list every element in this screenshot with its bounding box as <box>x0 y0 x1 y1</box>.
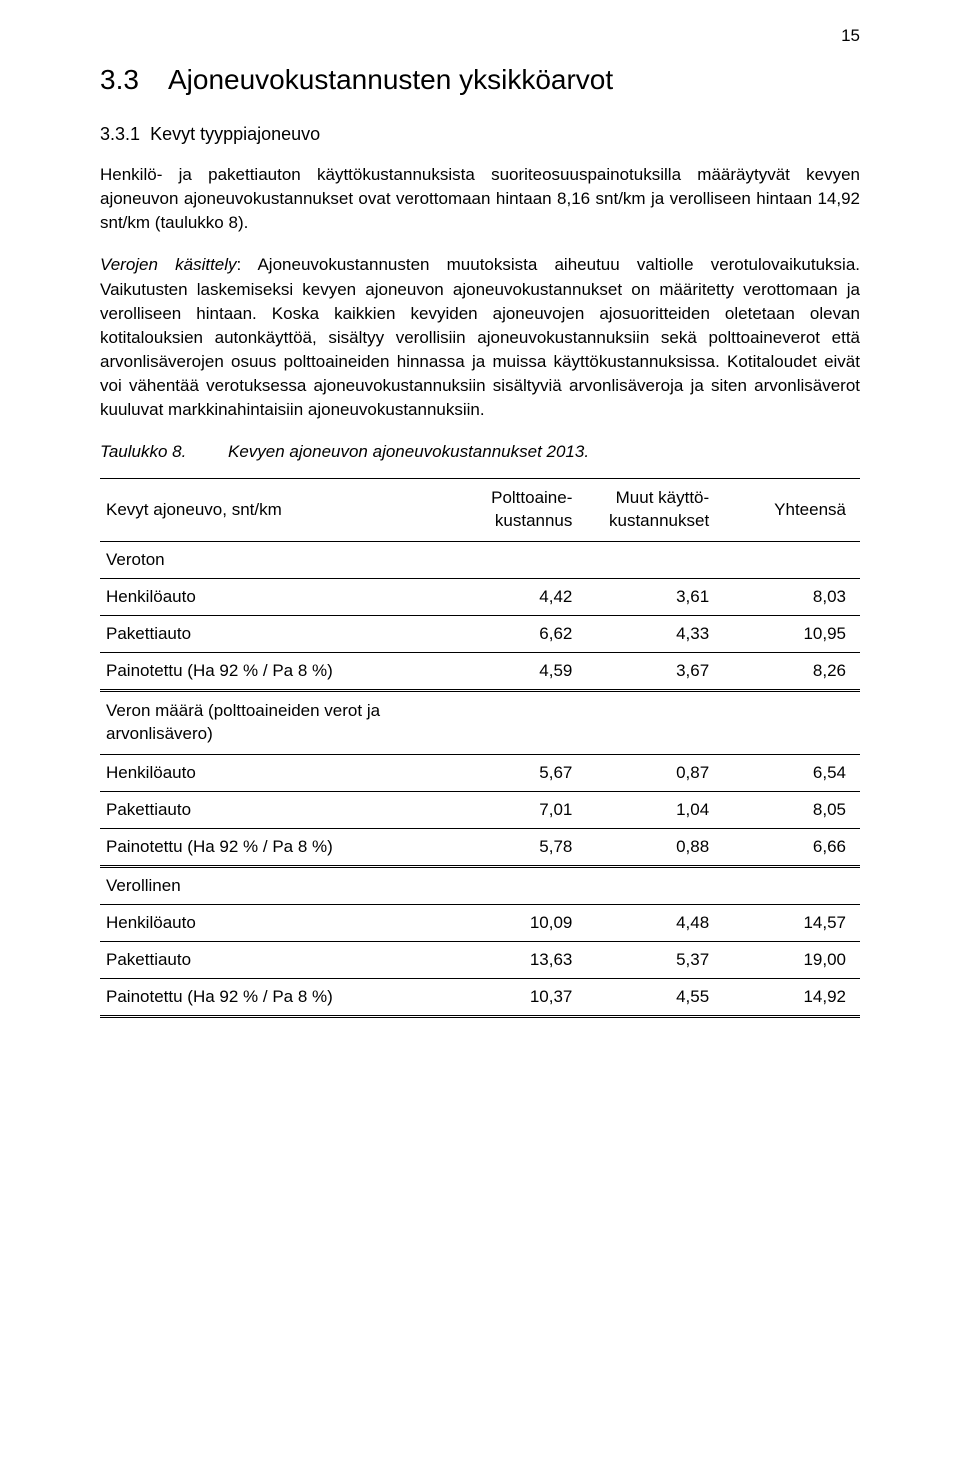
row-label: Painotettu (Ha 92 % / Pa 8 %) <box>100 829 450 867</box>
section-label-line: Veron määrä (polttoaineiden verot ja <box>106 701 380 720</box>
cell-value: 5,78 <box>450 829 587 867</box>
table-section-label: Veron määrä (polttoaineiden verot ja arv… <box>100 691 860 755</box>
section-title: Ajoneuvokustannusten yksikköarvot <box>168 64 613 95</box>
col-header-other: Muut käyttö- kustannukset <box>586 479 723 542</box>
cell-value: 0,87 <box>586 755 723 792</box>
cell-value: 8,26 <box>723 653 860 691</box>
cell-value: 6,66 <box>723 829 860 867</box>
col-header-line: Muut käyttö- <box>616 488 710 507</box>
page: 15 3.3Ajoneuvokustannusten yksikköarvot … <box>0 0 960 1466</box>
subsection-number: 3.3.1 <box>100 124 140 144</box>
row-label: Pakettiauto <box>100 616 450 653</box>
cell-value: 10,37 <box>450 979 587 1017</box>
col-header-line: Polttoaine- <box>491 488 572 507</box>
table-header-row: Kevyt ajoneuvo, snt/km Polttoaine- kusta… <box>100 479 860 542</box>
cell-value: 1,04 <box>586 792 723 829</box>
cell-value: 4,33 <box>586 616 723 653</box>
subsection-title: Kevyt tyyppiajoneuvo <box>150 124 320 144</box>
table-caption: Taulukko 8.Kevyen ajoneuvon ajoneuvokust… <box>100 440 860 464</box>
col-header-total: Yhteensä <box>723 479 860 542</box>
cell-value: 4,55 <box>586 979 723 1017</box>
table-row: Pakettiauto 13,63 5,37 19,00 <box>100 942 860 979</box>
table-section-row: Veroton <box>100 542 860 579</box>
cell-value: 7,01 <box>450 792 587 829</box>
col-header-line: kustannukset <box>609 511 709 530</box>
section-heading: 3.3Ajoneuvokustannusten yksikköarvot <box>100 64 860 96</box>
cell-value: 14,57 <box>723 905 860 942</box>
cell-value: 3,67 <box>586 653 723 691</box>
cell-value: 19,00 <box>723 942 860 979</box>
row-label: Painotettu (Ha 92 % / Pa 8 %) <box>100 979 450 1017</box>
cell-value: 10,95 <box>723 616 860 653</box>
table-row: Henkilöauto 5,67 0,87 6,54 <box>100 755 860 792</box>
cell-value: 4,42 <box>450 579 587 616</box>
cell-value: 3,61 <box>586 579 723 616</box>
table-row: Painotettu (Ha 92 % / Pa 8 %) 5,78 0,88 … <box>100 829 860 867</box>
cell-value: 6,54 <box>723 755 860 792</box>
table-row: Pakettiauto 7,01 1,04 8,05 <box>100 792 860 829</box>
page-number: 15 <box>841 26 860 46</box>
table-row: Henkilöauto 4,42 3,61 8,03 <box>100 579 860 616</box>
cell-value: 8,03 <box>723 579 860 616</box>
cell-value: 4,59 <box>450 653 587 691</box>
subsection-heading: 3.3.1 Kevyt tyyppiajoneuvo <box>100 124 860 145</box>
cell-value: 5,37 <box>586 942 723 979</box>
table-label: Taulukko 8. <box>100 440 228 464</box>
row-label: Henkilöauto <box>100 755 450 792</box>
paragraph-text: : Ajoneuvokustannusten muutoksista aiheu… <box>100 255 860 419</box>
table-section-label: Veroton <box>100 542 860 579</box>
cell-value: 13,63 <box>450 942 587 979</box>
cell-value: 8,05 <box>723 792 860 829</box>
row-label: Painotettu (Ha 92 % / Pa 8 %) <box>100 653 450 691</box>
table-row: Pakettiauto 6,62 4,33 10,95 <box>100 616 860 653</box>
paragraph: Henkilö- ja pakettiauton käyttökustannuk… <box>100 163 860 235</box>
row-label: Pakettiauto <box>100 942 450 979</box>
data-table: Kevyt ajoneuvo, snt/km Polttoaine- kusta… <box>100 478 860 1018</box>
table-row: Painotettu (Ha 92 % / Pa 8 %) 4,59 3,67 … <box>100 653 860 691</box>
paragraph-lead: Verojen käsittely <box>100 255 237 274</box>
paragraph: Verojen käsittely: Ajoneuvokustannusten … <box>100 253 860 422</box>
table-section-row: Veron määrä (polttoaineiden verot ja arv… <box>100 691 860 755</box>
section-label-line: arvonlisävero) <box>106 724 213 743</box>
row-label: Pakettiauto <box>100 792 450 829</box>
col-header-line: kustannus <box>495 511 573 530</box>
cell-value: 10,09 <box>450 905 587 942</box>
cell-value: 4,48 <box>586 905 723 942</box>
table-row: Painotettu (Ha 92 % / Pa 8 %) 10,37 4,55… <box>100 979 860 1017</box>
row-label: Henkilöauto <box>100 579 450 616</box>
cell-value: 0,88 <box>586 829 723 867</box>
col-header-fuel: Polttoaine- kustannus <box>450 479 587 542</box>
table-section-label: Verollinen <box>100 867 860 905</box>
section-number: 3.3 <box>100 64 168 96</box>
col-header-label: Kevyt ajoneuvo, snt/km <box>100 479 450 542</box>
row-label: Henkilöauto <box>100 905 450 942</box>
cell-value: 5,67 <box>450 755 587 792</box>
table-section-row: Verollinen <box>100 867 860 905</box>
table-title: Kevyen ajoneuvon ajoneuvokustannukset 20… <box>228 442 589 461</box>
table-row: Henkilöauto 10,09 4,48 14,57 <box>100 905 860 942</box>
cell-value: 14,92 <box>723 979 860 1017</box>
cell-value: 6,62 <box>450 616 587 653</box>
